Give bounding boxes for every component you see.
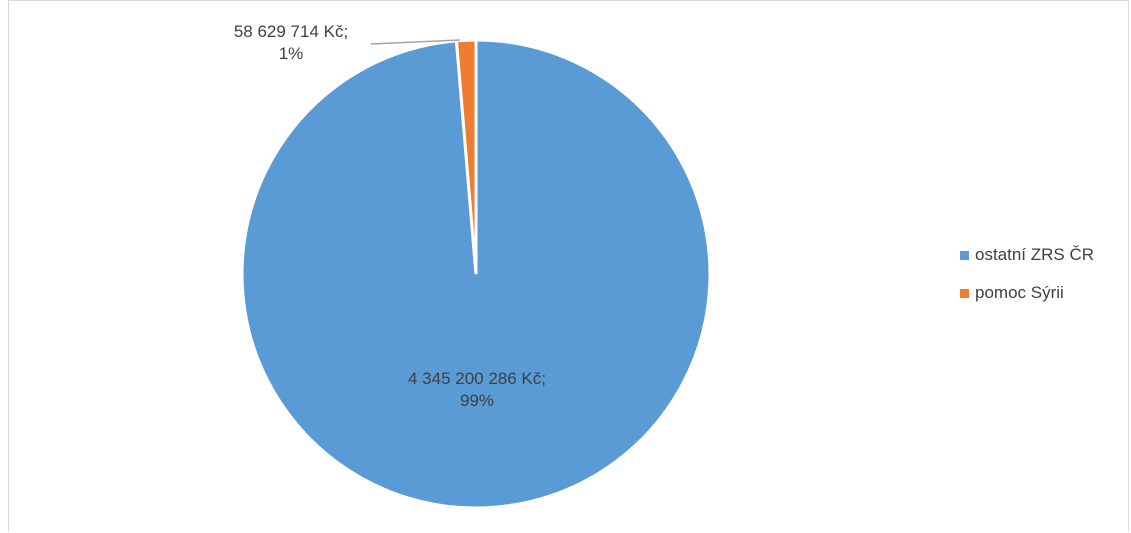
data-label-percent: 99% [459, 391, 495, 410]
legend-item-pomoc-syrii[interactable]: pomoc Sýrii [960, 282, 1094, 304]
data-label-pomoc-syrii: 58 629 714 Kč; 1% [196, 21, 386, 65]
legend-swatch-icon [960, 250, 969, 260]
data-label-value: 4 345 200 286 Kč; [407, 369, 546, 388]
data-label-percent: 1% [278, 44, 304, 63]
data-label-ostatni-zrs: 4 345 200 286 Kč; 99% [382, 368, 572, 412]
legend-label: ostatní ZRS ČR [975, 245, 1095, 264]
data-label-value: 58 629 714 Kč; [233, 22, 349, 41]
legend-label: pomoc Sýrii [975, 283, 1064, 302]
legend-item-ostatni-zrs[interactable]: ostatní ZRS ČR [960, 244, 1094, 266]
leader-line [370, 39, 461, 45]
legend-swatch-icon [960, 288, 969, 298]
legend: ostatní ZRS ČR pomoc Sýrii [960, 244, 1094, 320]
pie-slices [240, 38, 712, 510]
